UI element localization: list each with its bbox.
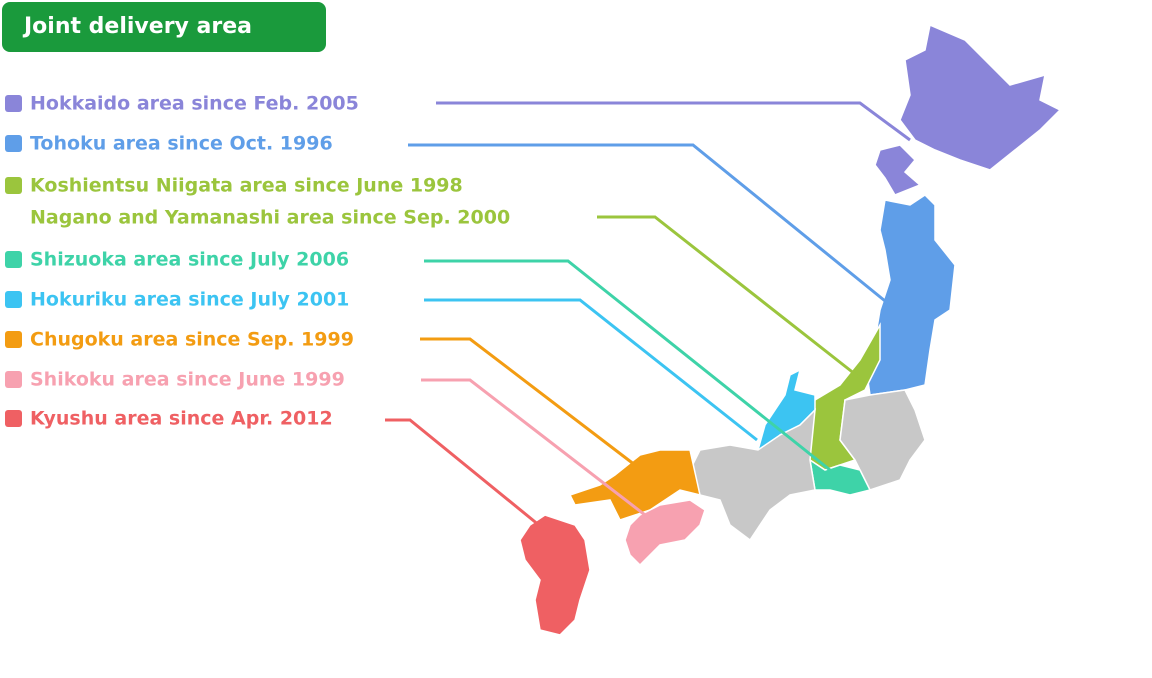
legend-label: Kyushu area since Apr. 2012 — [30, 408, 333, 430]
kyushu — [519, 514, 591, 636]
legend-label: Tohoku area since Oct. 1996 — [30, 133, 333, 155]
legend-swatch — [5, 135, 22, 152]
legend-swatch — [5, 291, 22, 308]
legend-swatch — [5, 371, 22, 388]
legend-swatch — [5, 177, 22, 194]
leader-line — [597, 215, 861, 380]
kanto — [839, 389, 926, 491]
tohoku — [864, 194, 956, 396]
legend-label: Shizuoka area since July 2006 — [30, 249, 349, 271]
hokkaido-south — [874, 144, 922, 196]
title: Joint delivery area — [22, 14, 252, 39]
leader-line — [421, 378, 646, 517]
shikoku — [624, 499, 706, 567]
leader-lines — [385, 101, 911, 532]
leader-line — [420, 337, 636, 467]
title-badge — [2, 2, 326, 52]
legend-swatch — [5, 251, 22, 268]
hokkaido — [899, 23, 1062, 171]
chugoku — [568, 449, 701, 521]
leader-line — [424, 259, 831, 472]
legend-swatch — [5, 95, 22, 112]
legend-label: Nagano and Yamanashi area since Sep. 200… — [30, 207, 510, 229]
legend-label: Shikoku area since June 1999 — [30, 369, 345, 391]
kinki — [689, 407, 816, 542]
leader-line — [436, 101, 911, 142]
leader-line — [385, 418, 546, 532]
leader-line — [408, 143, 891, 307]
legend-label: Chugoku area since Sep. 1999 — [30, 329, 354, 351]
legend-label: Koshientsu Niigata area since June 1998 — [30, 175, 463, 197]
legend-swatch — [5, 410, 22, 427]
legend-swatch — [5, 331, 22, 348]
legend-label: Hokkaido area since Feb. 2005 — [30, 93, 359, 115]
legend-label: Hokuriku area since July 2001 — [30, 289, 349, 311]
map — [519, 23, 1062, 636]
legend: Hokkaido area since Feb. 2005 Tohoku area… — [5, 93, 510, 430]
leader-line — [424, 298, 758, 442]
